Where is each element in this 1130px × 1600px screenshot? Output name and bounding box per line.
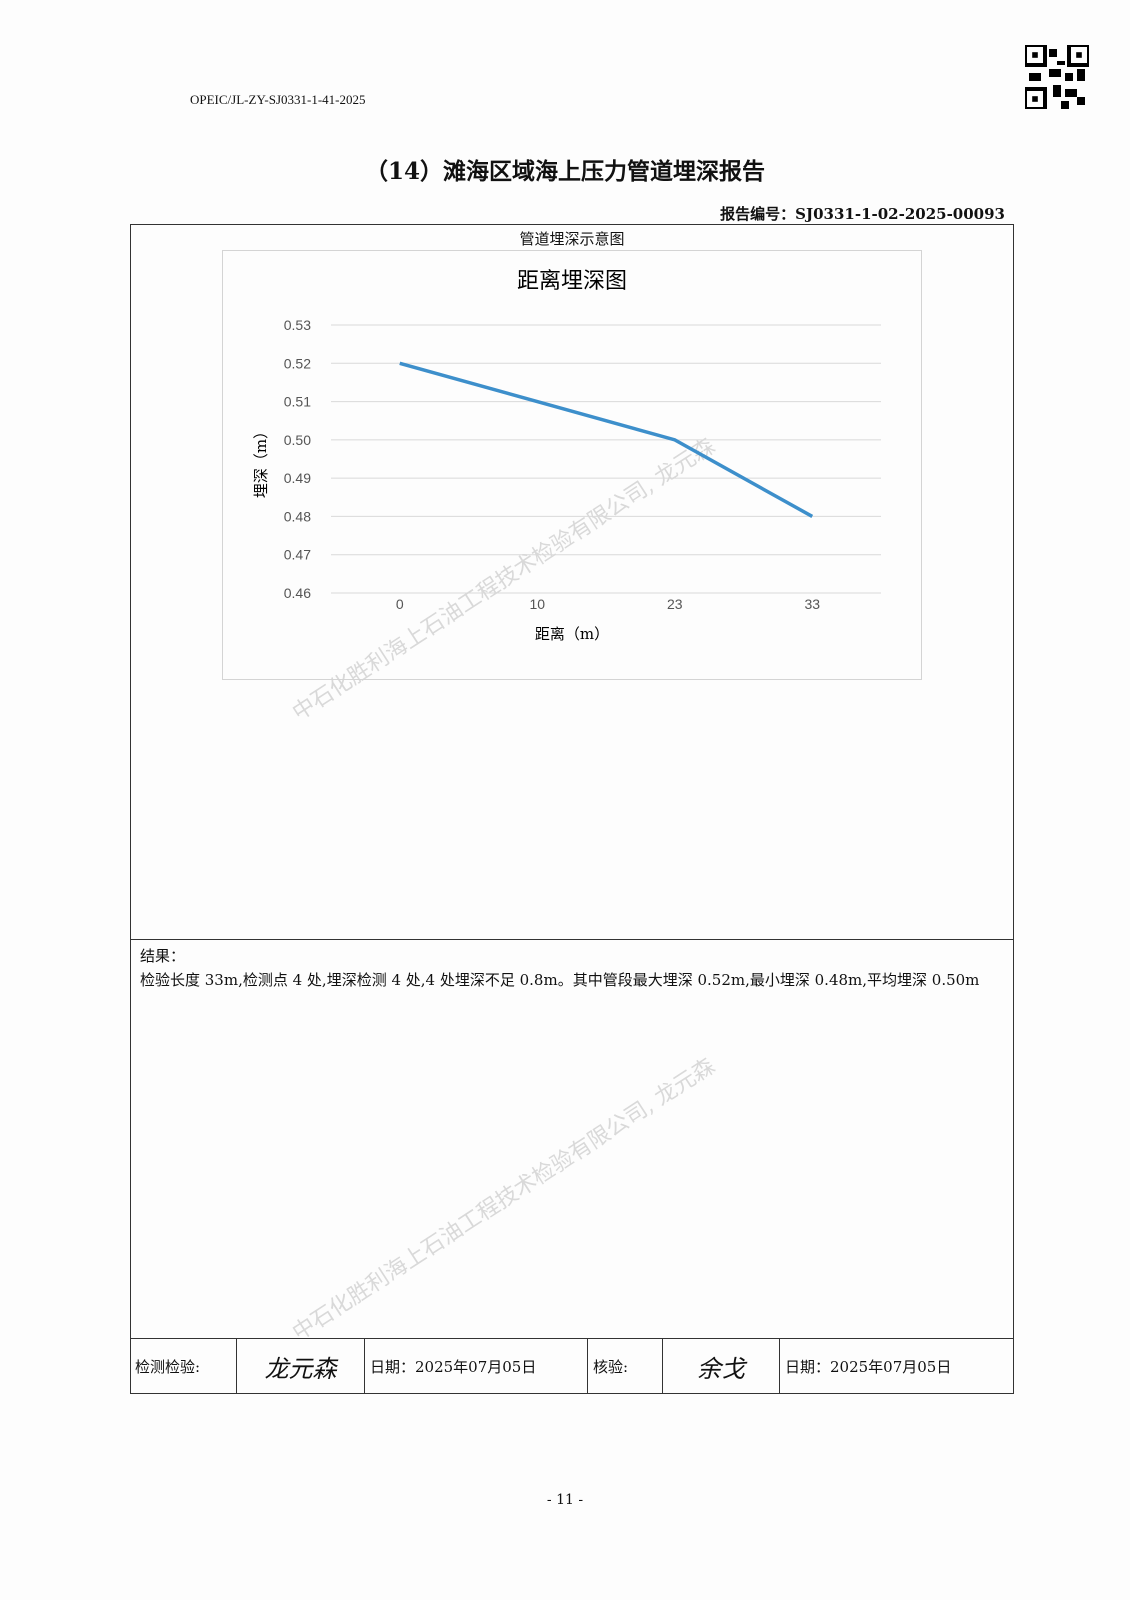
y-tick-label: 0.47 [284, 547, 311, 563]
depth-chart: 距离埋深图 0.46 0.47 0.48 0.49 0.50 0.51 0.52 0.53 0… [252, 269, 881, 643]
reviewer-label: 核验: [588, 1339, 663, 1394]
qr-code-icon [1025, 45, 1089, 109]
x-tick-label: 33 [804, 596, 820, 612]
reviewer-signature: 余戈 [663, 1339, 780, 1394]
x-tick-label: 23 [667, 596, 683, 612]
x-axis-label: 距离（m） [535, 625, 609, 643]
result-section: 结果： 检验长度 33m,检测点 4 处,埋深检测 4 处,4 处埋深不足 0.… [140, 944, 1010, 992]
report-number: 报告编号：SJ0331-1-02-2025-00093 [720, 205, 1005, 223]
review-date: 日期：2025年07月05日 [785, 1358, 952, 1376]
divider [130, 939, 1014, 940]
inspection-date: 日期：2025年07月05日 [365, 1339, 588, 1394]
series-line [399, 361, 814, 518]
x-tick-label: 0 [396, 596, 404, 612]
result-label: 结果： [140, 947, 186, 965]
report-table [130, 224, 1014, 1394]
y-tick-label: 0.50 [284, 432, 311, 448]
y-tick-label: 0.49 [284, 470, 311, 486]
inspector-label: 检测检验: [130, 1339, 237, 1394]
y-tick-label: 0.46 [284, 585, 311, 601]
section-caption: 管道埋深示意图 [519, 230, 625, 248]
y-tick-label: 0.51 [284, 394, 311, 410]
y-tick-label: 0.53 [284, 317, 311, 333]
signature-row: 检测检验: 龙元森 日期：2025年07月05日 核验: 余戈 日期：2025年… [130, 1338, 1014, 1394]
chart-title: 距离埋深图 [517, 269, 627, 294]
y-tick-label: 0.52 [284, 355, 311, 371]
inspector-signature: 龙元森 [237, 1339, 365, 1394]
chart-container: 距离埋深图 0.46 0.47 0.48 0.49 0.50 0.51 0.52 0.53 0… [222, 250, 922, 680]
y-axis-label: 埋深（m） [252, 424, 270, 498]
result-text: 检验长度 33m,检测点 4 处,埋深检测 4 处,4 处埋深不足 0.8m。其… [140, 971, 980, 989]
y-tick-label: 0.48 [284, 508, 311, 524]
document-code: OPEIC/JL-ZY-SJ0331-1-41-2025 [190, 92, 366, 107]
report-title: （14）滩海区域海上压力管道埋深报告 [364, 158, 765, 185]
page-number: - 11 - [546, 1492, 584, 1508]
x-tick-label: 10 [529, 596, 545, 612]
